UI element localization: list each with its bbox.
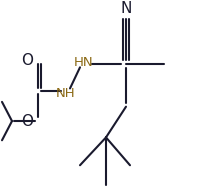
Text: N: N: [120, 1, 132, 16]
Text: O: O: [21, 113, 33, 129]
Text: HN: HN: [74, 56, 94, 69]
Text: O: O: [21, 53, 33, 68]
Text: NH: NH: [56, 87, 76, 100]
